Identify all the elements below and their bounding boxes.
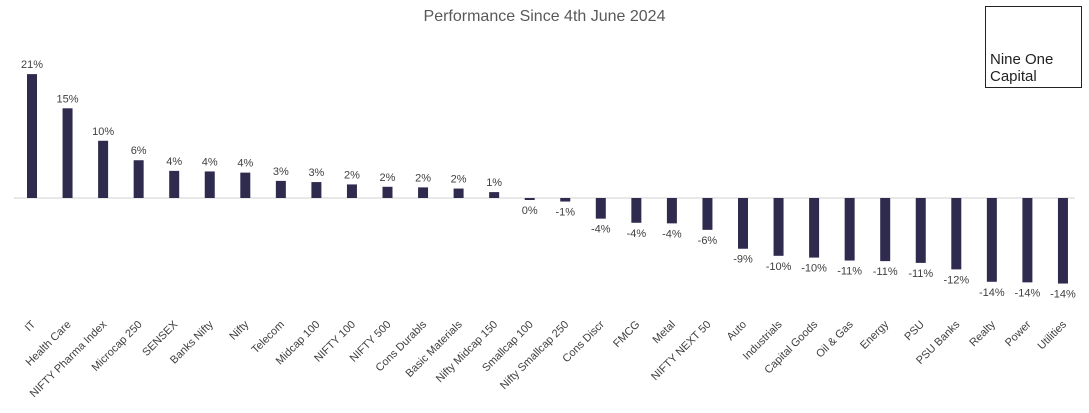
data-label: -10% [766, 261, 792, 273]
category-label: Auto [725, 319, 749, 343]
data-label: -4% [662, 228, 682, 240]
bar [951, 198, 962, 270]
bar [702, 198, 713, 230]
bar [169, 170, 180, 198]
data-label: 4% [202, 156, 218, 168]
category-label: Energy [858, 318, 891, 351]
category-label: Oil & Gas [814, 318, 856, 360]
data-label: -12% [943, 274, 969, 286]
data-label: 21% [21, 59, 43, 71]
category-label: Power [1003, 318, 1034, 349]
bar [453, 188, 464, 198]
bar [524, 198, 535, 200]
data-label: 0% [522, 205, 538, 217]
data-label: -4% [591, 224, 611, 236]
data-label: 3% [308, 167, 324, 179]
category-label: FMCG [611, 319, 642, 350]
data-label: 15% [57, 93, 79, 105]
data-label: 6% [131, 145, 147, 157]
data-label: 4% [237, 158, 253, 170]
data-label: -14% [979, 287, 1005, 299]
bar [346, 184, 357, 198]
data-label: 2% [415, 172, 431, 184]
category-label: Utilities [1036, 318, 1070, 352]
bar [595, 198, 606, 219]
bar [773, 198, 784, 256]
bar [382, 186, 393, 198]
data-label: -6% [698, 235, 718, 247]
bar [133, 160, 144, 198]
data-label: 4% [166, 156, 182, 168]
data-label: 1% [486, 177, 502, 189]
data-label: 2% [344, 169, 360, 181]
logo-line-2: Capital [990, 68, 1037, 85]
data-label: -14% [1015, 287, 1041, 299]
bar [489, 192, 500, 198]
data-label: 3% [273, 166, 289, 178]
bar [631, 198, 642, 223]
bar [275, 180, 286, 198]
category-label: Nifty Midcap 150 [434, 319, 500, 385]
bar [986, 198, 997, 282]
category-label: Nifty [227, 318, 251, 342]
bar [27, 74, 37, 198]
bar [98, 140, 109, 198]
data-label: 2% [380, 172, 396, 184]
bar [560, 198, 571, 202]
chart-title: Performance Since 4th June 2024 [423, 8, 666, 25]
brand-logo: Nine One Capital [985, 6, 1082, 88]
bar [809, 198, 820, 258]
data-label: -1% [555, 207, 575, 219]
data-label: -10% [801, 263, 827, 275]
bar [240, 172, 251, 198]
category-label: IT [23, 318, 39, 334]
data-label: -9% [733, 254, 753, 266]
category-label: Realty [967, 318, 998, 349]
data-label: -14% [1050, 289, 1076, 301]
category-label: Metal [651, 319, 679, 347]
data-label: 10% [92, 126, 114, 138]
bar [880, 198, 891, 262]
data-label: -11% [908, 268, 933, 280]
bar [738, 198, 748, 249]
category-label: Nifty Smallcap 250 [498, 319, 571, 392]
bar [311, 182, 322, 198]
bar [666, 198, 677, 224]
logo-line-1: Nine One [990, 51, 1054, 68]
bar [204, 171, 215, 198]
category-label: PSU [902, 319, 927, 344]
bar [844, 198, 855, 261]
bar [915, 198, 926, 263]
data-label: -4% [627, 228, 647, 240]
data-label: -11% [837, 266, 862, 278]
bar [1057, 198, 1068, 284]
data-label: 2% [451, 174, 467, 186]
bar [418, 187, 429, 198]
bar [1022, 198, 1033, 283]
bar [62, 108, 73, 198]
data-label: -11% [873, 266, 898, 278]
